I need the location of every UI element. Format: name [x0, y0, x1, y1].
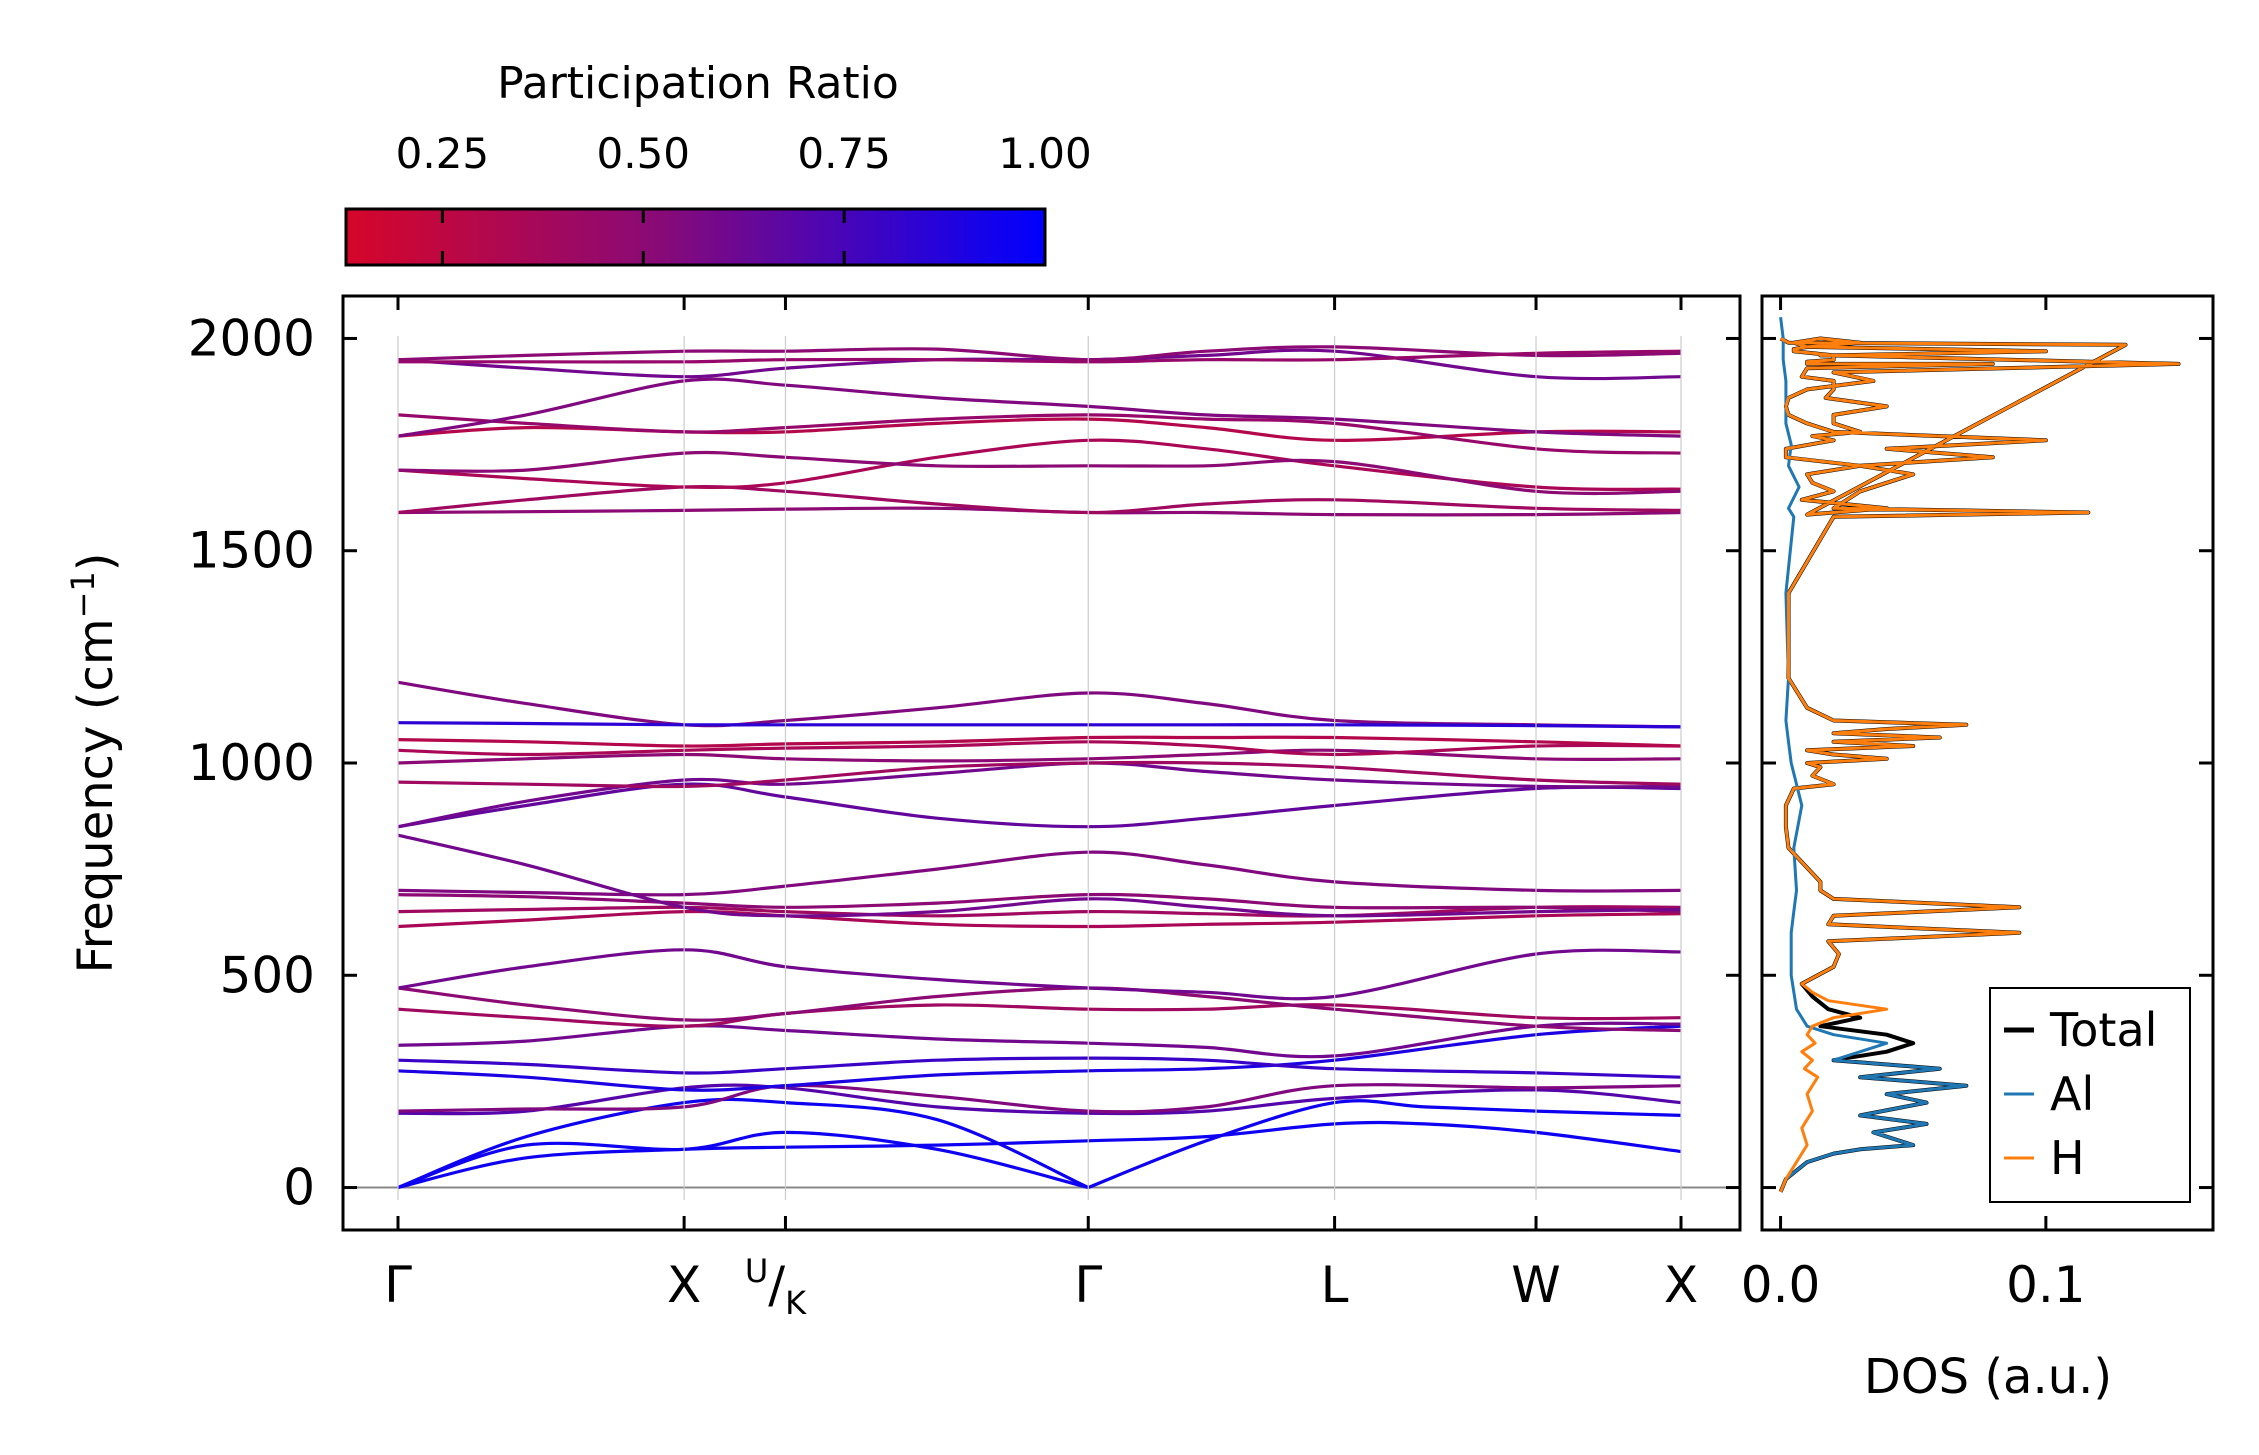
phonon-bands: [397, 345, 1682, 1190]
phonon-band-24: [397, 721, 1682, 729]
phonon-band-30: [397, 413, 1682, 455]
colorbar: Participation Ratio 0.25 0.50 0.75 1.00: [344, 58, 1092, 267]
dos-axis-title: DOS (a.u.): [1864, 1349, 2112, 1405]
k-path-label: L: [1321, 1256, 1349, 1314]
phonon-band-4: [397, 1083, 1682, 1116]
phonon-band-2: [1087, 1099, 1682, 1189]
band-structure-panel: 0 500 1000 1500 2000 Γ X U/K Γ L W X Frequency (cm…: [64, 294, 1742, 1322]
phonon-band-13: [397, 905, 1682, 918]
phonon-band-18: [397, 761, 1682, 829]
frequency-tick-label: 2000: [188, 309, 315, 367]
phonon-band-7: [397, 1056, 1682, 1079]
phonon-band-17: [397, 782, 1682, 829]
colorbar-tick-label: 0.25: [396, 129, 490, 178]
legend-label-al: Al: [2050, 1067, 2094, 1121]
colorbar-ticks: 0.25 0.50 0.75 1.00: [396, 129, 1092, 265]
k-path-label: X: [1664, 1256, 1698, 1314]
dos-panel: 0.0 0.1 DOS (a.u.) Total Al H: [1741, 294, 2215, 1405]
phonon-band-3: [397, 1097, 1089, 1189]
phonon-band-14: [397, 892, 1682, 914]
colorbar-tick-label: 0.50: [597, 129, 691, 178]
phonon-band-10: [397, 986, 1682, 1033]
phonon-band-9: [397, 1003, 1682, 1028]
phonon-band-19: [397, 760, 1682, 789]
colorbar-tick-label: 1.00: [998, 129, 1092, 178]
dos-series-h: [1779, 337, 2180, 1193]
dos-axis-ticks: 0.0 0.1: [1741, 296, 2213, 1314]
phonon-band-6: [397, 1024, 1682, 1092]
phonon-band-34: [397, 349, 1682, 364]
frequency-tick-label: 500: [220, 946, 315, 1004]
frequency-tick-label: 1500: [188, 522, 315, 580]
frequency-axis-ticks: 0 500 1000 1500 2000: [188, 309, 1740, 1217]
legend-label-h: H: [2050, 1131, 2085, 1185]
phonon-band-31: [397, 377, 1682, 438]
phonon-band-16: [397, 833, 1682, 918]
phonon-band-22: [397, 735, 1682, 748]
dos-series-al: [1779, 317, 1968, 1193]
colorbar-tick-label: 0.75: [797, 129, 891, 178]
frequency-tick-label: 1000: [188, 734, 315, 792]
dos-curves: [1778, 317, 2181, 1193]
k-path-label: Γ: [1074, 1256, 1102, 1314]
frequency-axis-title: Frequency (cm−1): [64, 552, 124, 973]
k-path-label-uk: U/K: [745, 1252, 807, 1322]
k-path-label: Γ: [384, 1256, 412, 1314]
k-path-label: W: [1511, 1256, 1560, 1314]
dos-tick-label: 0.1: [2006, 1256, 2086, 1314]
phonon-band-26: [397, 485, 1682, 515]
phonon-band-11: [397, 948, 1682, 1001]
phonon-band-28: [397, 450, 1682, 496]
dos-tick-label: 0.0: [1741, 1256, 1821, 1314]
phonon-band-0: [397, 1120, 1682, 1190]
dos-legend: Total Al H: [1989, 987, 2191, 1203]
k-path-label: X: [667, 1256, 701, 1314]
frequency-tick-label: 0: [283, 1159, 315, 1217]
phonon-band-5: [397, 1083, 1682, 1114]
phonon-band-20: [397, 748, 1682, 765]
phonon-band-12: [397, 909, 1682, 929]
phonon-band-23: [397, 680, 1682, 729]
phonon-band-15: [397, 850, 1682, 897]
phonon-band-8: [397, 1021, 1682, 1059]
phonon-band-1: [397, 1130, 1089, 1190]
colorbar-gradient: [344, 207, 1047, 267]
phonon-band-21: [397, 740, 1682, 757]
k-path-ticks: Γ X U/K Γ L W X: [384, 296, 1698, 1322]
phonon-band-33: [397, 345, 1682, 362]
legend-label-total: Total: [2049, 1003, 2157, 1057]
colorbar-title: Participation Ratio: [497, 58, 899, 109]
